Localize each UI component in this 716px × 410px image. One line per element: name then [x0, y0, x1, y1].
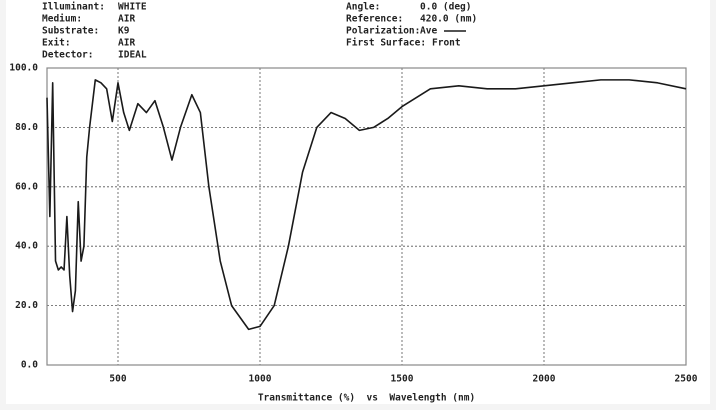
x-tick-label: 2000 — [533, 374, 556, 385]
x-tick-label: 2500 — [675, 374, 698, 385]
y-tick-label: 20.0 — [15, 300, 38, 311]
y-tick-label: 40.0 — [15, 241, 38, 252]
info-value: K9 — [118, 26, 130, 37]
info-value: IDEAL — [118, 50, 147, 61]
info-value: AIR — [118, 38, 135, 49]
y-tick-label: 80.0 — [15, 122, 38, 133]
info-label: Angle: — [346, 2, 380, 13]
info-value: WHITE — [118, 2, 147, 13]
info-value: Front — [432, 38, 461, 49]
series-line — [46, 79, 687, 331]
info-label: First Surface: — [346, 38, 426, 49]
info-value: AIR — [118, 14, 135, 25]
info-value: 420.0 (nm) — [420, 14, 477, 25]
info-value: Ave — [420, 26, 437, 37]
info-label: Exit: — [42, 38, 71, 49]
info-value: 0.0 (deg) — [420, 2, 471, 13]
info-label: Substrate: — [42, 26, 99, 37]
x-tick-label: 500 — [109, 374, 126, 385]
y-tick-label: 100.0 — [9, 63, 38, 74]
plot-frame — [46, 67, 687, 366]
x-tick-label: 1000 — [249, 374, 272, 385]
info-label: Polarization: — [346, 26, 420, 37]
y-tick-label: 60.0 — [15, 181, 38, 192]
y-tick-label: 0.0 — [21, 360, 38, 371]
panel — [6, 0, 710, 404]
info-label: Reference: — [346, 14, 403, 25]
info-label: Illuminant: — [42, 2, 105, 13]
info-label: Detector: — [42, 50, 93, 61]
x-tick-label: 1500 — [391, 374, 414, 385]
info-label: Medium: — [42, 14, 82, 25]
x-axis-label: Transmittance (%) vs Wavelength (nm) — [258, 393, 475, 404]
